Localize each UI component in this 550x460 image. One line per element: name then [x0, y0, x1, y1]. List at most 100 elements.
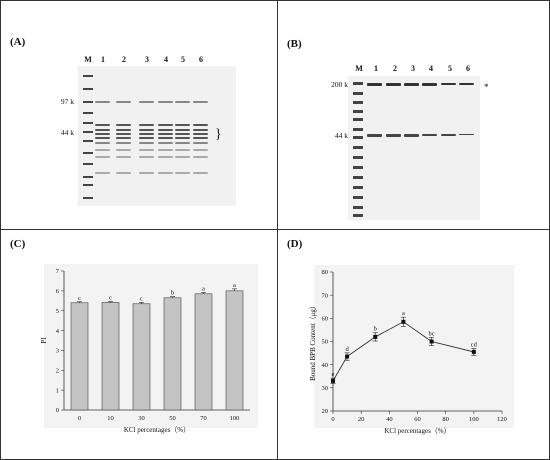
gel-a-lane-label: 6	[199, 55, 203, 64]
chart-d-significance-letter: d	[345, 346, 349, 353]
chart-c-ytick-label: 7	[56, 268, 60, 275]
chart-d-ytick-label: 50	[322, 339, 329, 346]
gel-a-band	[158, 101, 173, 103]
gel-a-band	[193, 124, 208, 126]
gel-a-band	[158, 124, 173, 126]
panel-a-label: (A)	[10, 36, 26, 48]
chart-c-significance-letter: c	[78, 295, 81, 302]
gel-a-band	[139, 156, 154, 158]
chart-d-ytick-label: 80	[322, 269, 329, 276]
gel-a-band	[193, 172, 208, 174]
gel-a-band	[116, 129, 131, 131]
chart-c-ytick-label: 1	[56, 387, 59, 394]
gel-b-ladder-band	[353, 146, 363, 149]
gel-a-band	[95, 156, 110, 158]
gel-b-ladder-band	[353, 214, 363, 217]
gel-a-ladder-band	[83, 176, 93, 178]
gel-b-mw-44: 44 k	[334, 131, 348, 140]
gel-b-band-44k	[441, 134, 456, 136]
gel-a-band	[139, 133, 154, 135]
gel-a-band	[116, 137, 131, 139]
gel-a-band	[175, 133, 190, 135]
gel-a-band	[193, 149, 208, 151]
gel-a-band	[139, 137, 154, 139]
gel-b-ladder-band	[353, 110, 363, 113]
chart-c-xtick-label: 70	[200, 415, 207, 422]
gel-b-ladder-band	[353, 166, 363, 169]
gel-a-lane-label: 3	[145, 55, 149, 64]
gel-a-lane-label: 4	[164, 55, 168, 64]
gel-a-band	[158, 156, 173, 158]
chart-c-xtick-label: 50	[169, 415, 176, 422]
gel-a-band	[158, 172, 173, 174]
gel-a-band	[175, 172, 190, 174]
gel-b-lane-label: M	[355, 64, 363, 73]
chart-c-ytick-label: 6	[56, 288, 60, 295]
chart-c-xtick-label: 100	[230, 415, 240, 422]
gel-a-bracket: }	[215, 127, 222, 142]
chart-d-point	[331, 378, 335, 383]
chart-c-xtick-label: 0	[78, 415, 81, 422]
gel-a-band	[139, 129, 154, 131]
gel-a-band	[95, 101, 110, 103]
gel-a-band	[116, 133, 131, 135]
chart-c-significance-letter: c	[109, 294, 112, 301]
gel-a-band	[175, 149, 190, 151]
gel-b-band-44k	[367, 134, 382, 137]
gel-a-band	[193, 133, 208, 135]
gel-a-band	[193, 156, 208, 158]
chart-c-significance-letter: a	[202, 285, 205, 292]
gel-b-band-200k	[404, 83, 419, 86]
gel-a-band	[175, 124, 190, 126]
chart-c-ytick-label: 2	[56, 367, 59, 374]
panel-divider-horizontal	[0, 229, 550, 230]
chart-c-ytick-label: 4	[56, 328, 60, 335]
chart-c-significance-letter: b	[171, 290, 174, 297]
chart-d-ytick-label: 60	[322, 316, 329, 323]
gel-b-band-200k	[441, 83, 456, 85]
gel-a-band	[193, 137, 208, 139]
gel-b-ladder-band	[353, 206, 363, 209]
chart-c-ytick-label: 0	[56, 407, 59, 414]
chart-d-ylabel: Bound BPB Content（μg）	[309, 302, 317, 381]
gel-b-ladder-band	[353, 186, 363, 189]
gel-a-band	[193, 129, 208, 131]
chart-d-ytick-label: 30	[322, 385, 329, 392]
gel-a-lane-label: M	[84, 55, 92, 64]
chart-d-background	[314, 265, 514, 428]
gel-b-band-44k	[386, 134, 401, 137]
chart-d-point	[345, 354, 350, 359]
gel-a-mw-97: 97 k	[60, 97, 74, 106]
gel-a-band	[175, 101, 190, 103]
gel-b-band-200k	[367, 83, 382, 86]
chart-c-ytick-label: 5	[56, 308, 59, 315]
chart-d-point	[471, 349, 476, 354]
gel-b-band-200k	[386, 83, 401, 86]
gel-a-ladder-band	[83, 152, 93, 154]
gel-a-band	[158, 142, 173, 144]
gel-b-ladder-band	[353, 176, 363, 179]
gel-a-band	[175, 129, 190, 131]
gel-b-ladder-band	[353, 136, 363, 139]
gel-a-ladder-band	[83, 197, 93, 199]
gel-a-band	[95, 149, 110, 151]
gel-a-band	[116, 156, 131, 158]
gel-b-ladder-band	[353, 128, 363, 131]
gel-a-band	[116, 172, 131, 174]
gel-b-band-44k	[404, 134, 419, 137]
gel-a-band	[116, 142, 131, 144]
chart-d-ytick-label: 40	[322, 362, 329, 369]
gel-b-ladder-band	[353, 196, 363, 199]
gel-b-band-200k	[459, 83, 474, 85]
chart-c-xtick-label: 10	[107, 415, 114, 422]
gel-a-band	[116, 101, 131, 103]
gel-b-ladder-band	[353, 156, 363, 159]
chart-d-ytick-label: 20	[322, 408, 329, 415]
chart-c-bar	[225, 290, 244, 411]
gel-b-lane-label: 2	[393, 64, 397, 73]
chart-c-bar	[163, 297, 182, 411]
panel-divider-vertical	[277, 0, 278, 460]
gel-a-ladder-band	[83, 88, 93, 90]
gel-b-lane-label: 4	[429, 64, 433, 73]
